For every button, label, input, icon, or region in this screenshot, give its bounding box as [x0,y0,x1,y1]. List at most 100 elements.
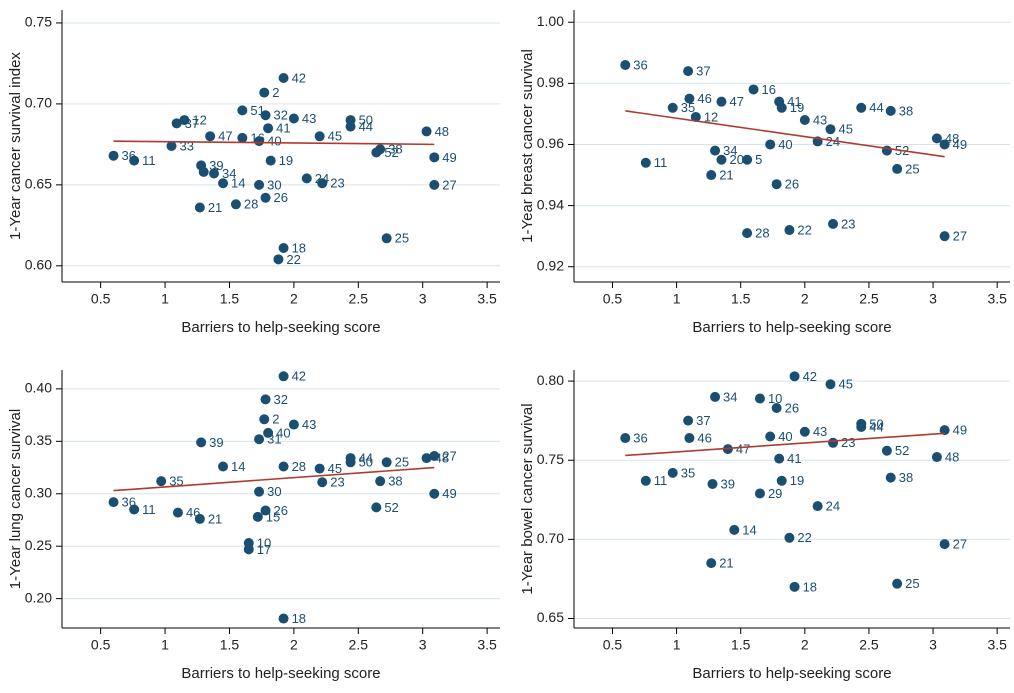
data-point [765,431,776,442]
point-label: 49 [953,137,967,152]
data-point [856,102,867,113]
point-label: 26 [785,400,799,415]
point-label: 41 [787,94,801,109]
y-axis-title: 1-Year cancer survival index [7,52,24,240]
x-tick-label: 2 [801,291,809,307]
data-point [259,414,270,425]
data-point [129,504,140,515]
y-tick-label: 0.25 [25,537,52,553]
point-label: 50 [359,113,373,128]
point-label: 50 [359,455,373,470]
point-label: 40 [267,134,281,149]
point-label: 2 [272,85,279,100]
x-tick-label: 3.5 [987,291,1007,307]
y-tick-label: 1.00 [537,13,564,29]
data-point [620,60,631,71]
data-point [278,613,289,624]
point-label: 12 [704,109,718,124]
data-point [716,96,727,107]
data-point [198,166,209,177]
data-point [259,87,270,98]
y-tick-label: 0.70 [537,530,564,546]
point-label: 34 [222,166,236,181]
point-label: 46 [697,91,711,106]
y-tick-label: 0.65 [25,176,52,192]
x-tick-label: 1.5 [731,291,751,307]
data-point [421,126,432,137]
x-tick-label: 3 [419,291,427,307]
x-tick-label: 2.5 [859,291,879,307]
point-label: 26 [785,177,799,192]
y-axis-title: 1-Year breast cancer survival [519,49,536,243]
fit-line [625,110,945,158]
point-label: 35 [681,100,695,115]
data-point [892,578,903,589]
point-label: 18 [292,240,306,255]
data-point [218,461,229,472]
data-point [260,505,271,516]
data-point [931,133,942,144]
point-label: 16 [250,130,264,145]
data-point [209,168,220,179]
point-label: 16 [762,82,776,97]
point-label: 25 [395,455,409,470]
data-point [156,476,167,487]
point-label: 52 [384,145,398,160]
data-point [881,145,892,156]
x-tick-label: 2.5 [859,637,879,653]
data-point [429,488,440,499]
y-axis-title: 1-Year lung cancer survival [7,409,24,589]
point-label: 25 [905,576,919,591]
x-axis-title: Barriers to help-seeking score [181,665,380,682]
data-point [278,73,289,83]
point-label: 26 [274,190,288,205]
data-point [194,202,205,213]
point-label: 2 [272,412,279,427]
data-point [710,145,721,156]
data-point [776,102,787,113]
x-tick-label: 3.5 [477,637,497,653]
data-point [881,445,892,456]
point-label: 44 [869,419,883,434]
y-tick-label: 0.75 [537,451,564,467]
point-label: 15 [266,509,280,524]
point-label: 28 [292,459,306,474]
data-point [218,178,229,189]
point-label: 36 [633,430,647,445]
y-tick-label: 0.75 [25,14,52,30]
data-point [789,581,800,592]
data-point [774,453,785,464]
data-point [345,121,356,132]
data-point [765,139,776,150]
data-point [789,371,800,382]
point-label: 30 [267,484,281,499]
panel: 0.60 0.65 0.70 0.75 0.5 1 1.5 2 2.5 3 3.5 Barriers … [7,10,500,336]
data-point [371,147,382,158]
point-label: 25 [395,231,409,246]
point-label: 43 [813,112,827,127]
y-tick-label: 0.35 [25,432,52,448]
point-label: 19 [790,100,804,115]
x-tick-label: 2 [290,291,298,307]
data-point [301,173,312,184]
point-label: 22 [286,252,300,267]
data-point [742,154,753,165]
data-point [129,155,140,166]
data-point [314,131,325,142]
data-point [429,451,440,461]
point-label: 38 [899,470,913,485]
point-label: 35 [169,474,183,489]
data-point [939,139,950,150]
data-point [825,124,836,135]
point-label: 41 [787,451,801,466]
point-label: 37 [696,413,710,428]
data-point [317,178,328,189]
x-tick-label: 0.5 [603,637,623,653]
point-label: 42 [803,369,817,384]
x-tick-label: 3 [929,637,937,653]
x-tick-label: 1 [673,637,681,653]
data-point [278,243,289,253]
x-tick-label: 1.5 [220,291,240,307]
y-axis-title: 1-Year bowel cancer survival [519,403,536,594]
